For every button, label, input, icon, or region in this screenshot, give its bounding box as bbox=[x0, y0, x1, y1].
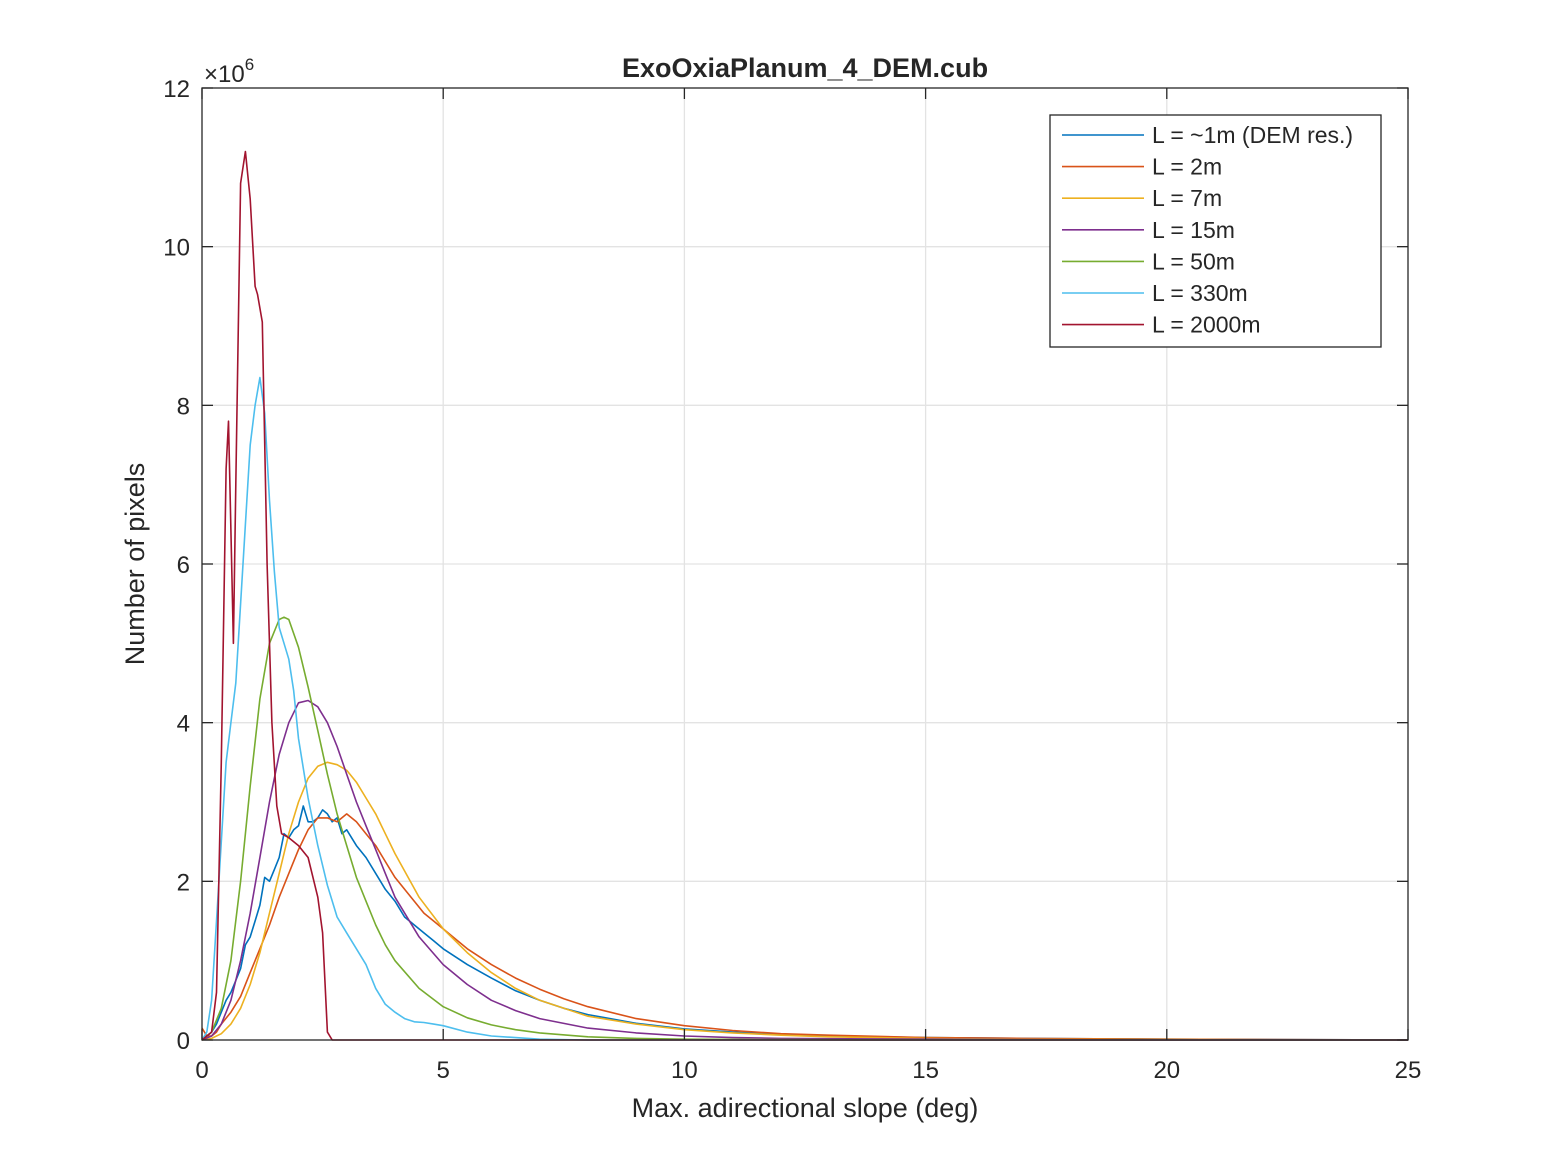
y-tick-label: 4 bbox=[177, 711, 190, 738]
y-tick-label: 2 bbox=[177, 869, 190, 896]
y-exponent-base: ×10 bbox=[204, 61, 245, 88]
series-line-l-2000m bbox=[201, 150, 1408, 1041]
y-tick-label: 10 bbox=[163, 235, 190, 262]
legend-items: L = ~1m (DEM res.) L = 2m L = 7m L = 15m L =… bbox=[1062, 122, 1353, 338]
legend-label: L = ~1m (DEM res.) bbox=[1152, 122, 1353, 148]
series-line-l-330m bbox=[201, 376, 1408, 1041]
series-line-l-15m bbox=[201, 699, 1408, 1041]
legend-label: L = 330m bbox=[1152, 280, 1248, 306]
x-tick-label: 10 bbox=[671, 1057, 698, 1084]
legend-item: L = 2000m bbox=[1062, 312, 1260, 338]
series-layer bbox=[201, 150, 1409, 1041]
legend-item: L = 7m bbox=[1062, 185, 1222, 211]
x-tick-label: 15 bbox=[912, 1057, 939, 1084]
y-axis-label: Number of pixels bbox=[120, 463, 150, 666]
legend-label: L = 2000m bbox=[1152, 312, 1260, 338]
legend-label: L = 50m bbox=[1152, 248, 1235, 274]
chart-title: ExoOxiaPlanum_4_DEM.cub bbox=[622, 53, 988, 83]
legend-item: L = 50m bbox=[1062, 248, 1235, 274]
y-exponent-power: 6 bbox=[245, 55, 254, 74]
legend-item: L = 330m bbox=[1062, 280, 1248, 306]
x-tick-label: 20 bbox=[1153, 1057, 1180, 1084]
y-axis-exponent: ×106 bbox=[204, 55, 254, 88]
legend-label: L = 7m bbox=[1152, 185, 1222, 211]
legend: L = ~1m (DEM res.) L = 2m L = 7m L = 15m L =… bbox=[1049, 114, 1382, 348]
legend-box bbox=[1049, 114, 1382, 348]
x-tick-label: 25 bbox=[1395, 1057, 1422, 1084]
legend-item: L = 15m bbox=[1062, 217, 1235, 243]
y-tick-label: 6 bbox=[177, 552, 190, 579]
y-tick-label: 12 bbox=[163, 76, 190, 103]
legend-label: L = 2m bbox=[1152, 154, 1222, 180]
series-line-l-50m bbox=[201, 616, 1408, 1041]
x-tick-label: 5 bbox=[437, 1057, 450, 1084]
series-line-l-2m bbox=[201, 813, 1409, 1041]
legend-item: L = 2m bbox=[1062, 154, 1222, 180]
legend-label: L = 15m bbox=[1152, 217, 1235, 243]
legend-item: L = ~1m (DEM res.) bbox=[1062, 122, 1353, 148]
ticks: 0 5 10 15 20 25 0 2 4 6 8 10 12 bbox=[163, 76, 1421, 1084]
x-tick-label: 0 bbox=[195, 1057, 208, 1084]
x-axis-label: Max. adirectional slope (deg) bbox=[632, 1093, 979, 1123]
series-line-l-7m bbox=[201, 761, 1409, 1041]
y-tick-label: 8 bbox=[177, 393, 190, 420]
series-line-l-1m-dem-res bbox=[201, 805, 1409, 1041]
y-tick-label: 0 bbox=[177, 1028, 190, 1055]
